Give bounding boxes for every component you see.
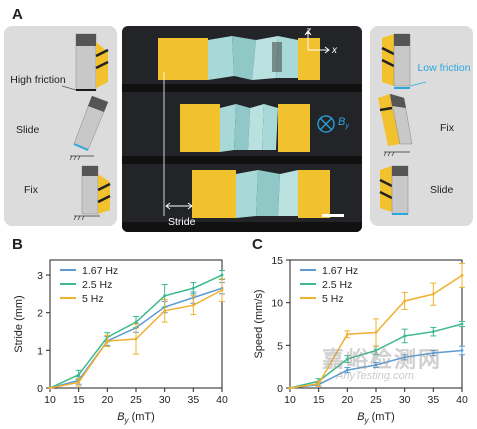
stride-chart: 10 15 20 25 30 35 40 0 1 2 3 By (mT) Stride (mm) 1.67… (13, 259, 228, 425)
right-schematic-drawing (378, 33, 427, 215)
panel-b-label: B (12, 236, 23, 253)
data-point (105, 339, 109, 343)
data-point (460, 349, 464, 352)
y-axis-label: Stride (mm) (13, 295, 25, 352)
data-point (77, 373, 81, 377)
x-tick-label: 15 (313, 394, 325, 406)
data-point (431, 351, 435, 355)
data-point (163, 294, 167, 298)
legend-entry-2: 5 Hz (322, 293, 344, 305)
data-point (403, 334, 407, 338)
data-point (431, 330, 435, 334)
watermark-text: 嘉峪检测网 (322, 347, 443, 372)
y-tick-label: 0 (277, 383, 283, 395)
robot-photo-drawing (122, 30, 362, 232)
robot-row-2 (180, 104, 310, 152)
label-fix-right: Fix (440, 122, 454, 134)
x-tick-label: 10 (44, 394, 56, 406)
data-point (431, 292, 435, 296)
speed-chart: 10 15 20 25 30 35 40 0 5 10 15 By (mT) Speed (mm/s) 1… (253, 255, 468, 425)
leg-fix-icon (73, 165, 111, 221)
x-tick-label: 40 (216, 394, 228, 406)
x-tick-label: 25 (130, 394, 142, 406)
field-label: By (338, 116, 349, 131)
x-tick-label: 35 (187, 394, 199, 406)
panel-a-label: A (12, 6, 23, 23)
x-tick-label: 25 (370, 394, 382, 406)
robot-photo-panel: z x By Stride (122, 26, 362, 232)
data-point (460, 273, 464, 277)
legend-entry-0: 1.67 Hz (82, 265, 118, 277)
field-into-page-icon (317, 115, 335, 133)
label-slide-left: Slide (16, 124, 40, 136)
stride-arrow-icon (165, 202, 193, 210)
leg-fix-right-icon (378, 93, 413, 157)
left-schematic-panel: High friction Slide Fix (4, 26, 117, 226)
data-point (220, 273, 224, 277)
label-high-friction: High friction (10, 74, 66, 86)
data-point (288, 386, 292, 390)
label-fix-left: Fix (24, 184, 38, 196)
x-tick-label: 30 (399, 394, 411, 406)
data-point (403, 299, 407, 303)
data-point (345, 357, 349, 361)
x-tick-label: 10 (284, 394, 296, 406)
data-point (220, 288, 224, 292)
watermark-url: AnyTesting.com (336, 370, 414, 382)
data-point (191, 286, 195, 290)
legend-entry-1: 2.5 Hz (322, 279, 352, 291)
x-tick-label: 30 (159, 394, 171, 406)
x-tick-label: 20 (101, 394, 113, 406)
data-point (48, 386, 52, 390)
data-point (345, 332, 349, 336)
data-point (163, 309, 167, 313)
y-axis-label: Speed (mm/s) (253, 289, 265, 358)
panel-c-label: C (252, 236, 263, 253)
stride-label: Stride (168, 216, 196, 228)
right-schematic-panel: Low friction Fix Slide (370, 26, 473, 226)
legend-entry-2: 5 Hz (82, 293, 104, 305)
data-point (134, 337, 138, 341)
legend-entry-0: 1.67 Hz (322, 265, 358, 277)
robot-row-3 (192, 170, 330, 218)
data-point (317, 382, 321, 386)
data-point (191, 303, 195, 307)
x-tick-label: 35 (427, 394, 439, 406)
data-point (460, 322, 464, 326)
x-tick-label: 15 (73, 394, 85, 406)
y-tick-label: 15 (271, 255, 283, 267)
robot-row-1 (158, 36, 320, 80)
label-slide-right: Slide (430, 184, 454, 196)
y-tick-label: 0 (37, 383, 43, 395)
coordinate-axes-icon (304, 30, 330, 54)
leg-slide-right-icon (379, 165, 409, 215)
y-tick-label: 2 (37, 308, 43, 320)
x-axis-label: By (mT) (357, 411, 395, 425)
y-tick-label: 1 (37, 345, 43, 357)
y-tick-label: 10 (271, 298, 283, 310)
data-point (345, 368, 349, 372)
data-point (77, 380, 81, 384)
leg-slide-icon (69, 95, 109, 161)
data-point (134, 320, 138, 324)
label-low-friction: Low friction (417, 62, 471, 74)
data-point (403, 355, 407, 359)
data-point (374, 349, 378, 352)
y-tick-label: 3 (37, 270, 43, 282)
data-point (374, 363, 378, 367)
axis-z-label: z (306, 26, 311, 37)
watermark: 嘉峪检测网 (322, 342, 442, 374)
data-point (374, 331, 378, 334)
leg-low-friction-icon (381, 33, 427, 89)
x-tick-label: 40 (456, 394, 468, 406)
x-axis-label: By (mT) (117, 411, 155, 425)
leg-high-friction-icon (61, 33, 109, 91)
left-schematic-drawing (61, 33, 111, 221)
legend-entry-1: 2.5 Hz (82, 279, 112, 291)
x-tick-label: 20 (341, 394, 353, 406)
axis-x-label: x (332, 45, 337, 56)
y-tick-label: 5 (277, 340, 283, 352)
scale-bar (322, 214, 344, 217)
